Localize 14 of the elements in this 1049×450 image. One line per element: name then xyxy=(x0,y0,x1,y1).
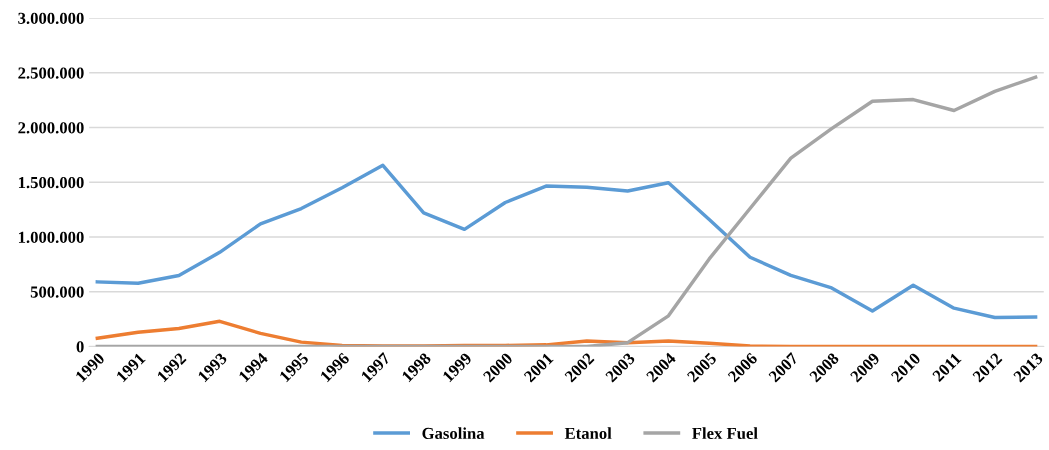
y-tick-label: 1.000.000 xyxy=(18,231,84,244)
x-tick-label: 1991 xyxy=(115,352,146,383)
legend-label: Flex Fuel xyxy=(692,427,758,440)
y-tick-label: 500.000 xyxy=(30,286,84,298)
line-series xyxy=(95,163,1038,320)
y-tick-label: 2.000.000 xyxy=(18,122,84,134)
y-tick-label: 3.000.000 xyxy=(18,12,84,25)
legend-label: Etanol xyxy=(564,427,612,440)
y-tick-label: 2.500.000 xyxy=(18,67,84,79)
y-tick-label: 1.500.000 xyxy=(18,176,84,189)
line-series xyxy=(95,75,1038,347)
y-tick-label: 0 xyxy=(76,341,84,353)
legend-label: Gasolina xyxy=(422,427,485,440)
x-tick-label: 2011 xyxy=(931,352,962,383)
